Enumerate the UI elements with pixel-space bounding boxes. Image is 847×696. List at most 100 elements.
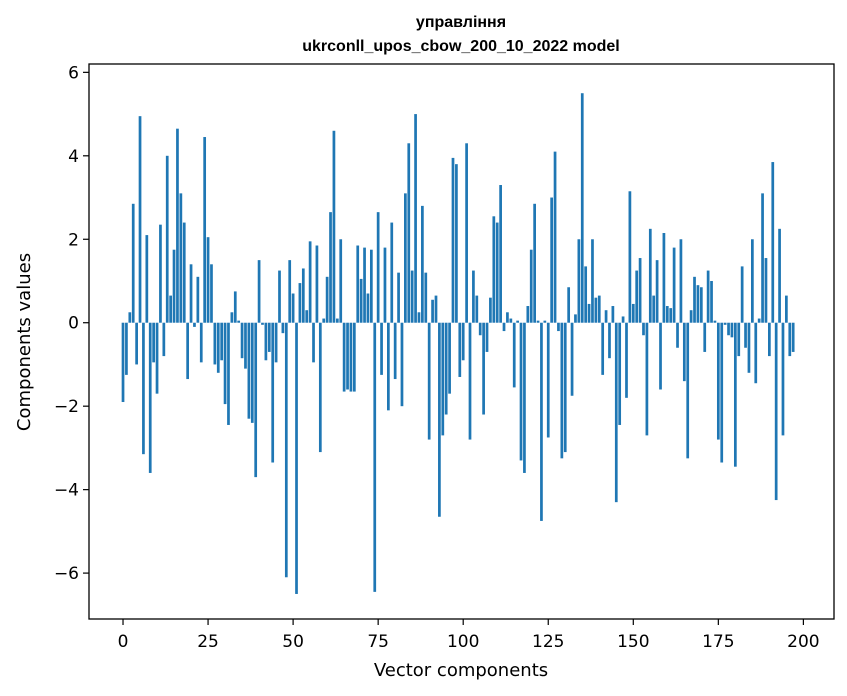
bar: [574, 314, 577, 323]
x-tick-label: 25: [197, 632, 219, 652]
bar: [502, 322, 506, 332]
bar: [727, 322, 730, 336]
bar: [281, 322, 285, 334]
bar: [523, 322, 526, 473]
bar: [312, 322, 315, 363]
bar: [145, 235, 149, 323]
bar: [376, 212, 380, 323]
x-tick-label: 100: [447, 632, 479, 652]
bar: [519, 322, 523, 461]
bar: [339, 239, 343, 323]
y-axis-label: Components values: [14, 253, 35, 431]
bar: [189, 264, 193, 323]
bar: [264, 322, 268, 361]
x-tick-label: 75: [367, 632, 389, 652]
y-tick-label: −4: [54, 481, 79, 501]
bar: [628, 191, 632, 323]
x-tick-label: 150: [617, 632, 649, 652]
bar: [165, 155, 169, 323]
bar: [237, 320, 241, 323]
bar: [475, 295, 479, 323]
bar: [318, 322, 322, 453]
bar: [618, 322, 622, 425]
bar: [761, 193, 764, 323]
bar: [468, 322, 472, 440]
bar: [665, 306, 669, 323]
y-tick-label: 0: [68, 314, 79, 334]
bar: [250, 322, 254, 423]
y-tick-label: 4: [68, 147, 79, 167]
bar: [332, 130, 336, 323]
bar: [267, 322, 271, 352]
bar: [159, 224, 162, 323]
bar: [128, 312, 132, 323]
bar: [754, 322, 758, 384]
bar: [560, 322, 564, 459]
bar: [152, 322, 155, 363]
bar: [672, 247, 676, 323]
bar: [363, 247, 366, 323]
bar: [485, 322, 489, 352]
bar: [369, 249, 373, 323]
bar: [747, 322, 751, 373]
y-tick-label: −6: [54, 564, 79, 584]
x-axis-label: Vector components: [374, 660, 548, 681]
chart-title-line-1: управління: [416, 14, 506, 31]
bar: [387, 322, 390, 411]
y-tick-label: 6: [68, 63, 79, 83]
bar: [410, 270, 414, 323]
bar: [693, 276, 696, 323]
bar: [791, 322, 795, 352]
bar: [529, 249, 533, 323]
bar: [720, 322, 724, 463]
bar: [635, 270, 639, 323]
bar: [533, 203, 536, 323]
bar: [438, 322, 441, 517]
bar: [240, 322, 244, 359]
bar: [216, 322, 220, 373]
bar: [308, 241, 312, 323]
bar: [315, 245, 319, 323]
y-tick-label: −2: [54, 397, 79, 417]
x-tick-label: 175: [702, 632, 734, 652]
bar: [703, 322, 707, 352]
bar: [597, 295, 601, 323]
bar: [570, 322, 574, 396]
bar: [162, 322, 166, 357]
bar: [138, 116, 142, 323]
bar: [689, 310, 693, 323]
x-tick-label: 50: [282, 632, 304, 652]
bar: [244, 322, 247, 369]
bar: [768, 322, 771, 357]
bar: [751, 239, 754, 323]
bar: [587, 303, 591, 323]
bar: [155, 322, 159, 394]
bar: [757, 318, 761, 323]
bar: [125, 322, 128, 375]
bar: [448, 322, 451, 394]
bar: [254, 322, 258, 478]
bar: [461, 322, 465, 361]
bar: [659, 322, 662, 390]
bar: [495, 222, 499, 323]
bar: [540, 322, 543, 521]
bar: [135, 322, 138, 365]
bar: [740, 266, 744, 323]
bars-group: [121, 93, 795, 594]
bar: [713, 320, 717, 323]
bar: [227, 322, 230, 425]
bar: [278, 270, 281, 323]
bar: [182, 222, 186, 323]
bar: [301, 268, 305, 323]
bar: [417, 312, 421, 323]
bar: [424, 272, 428, 323]
bar: [233, 291, 237, 323]
bar: [441, 322, 445, 436]
bar: [380, 322, 383, 375]
bar: [669, 308, 673, 323]
bar: [557, 322, 560, 332]
bar: [679, 239, 683, 323]
bar: [730, 322, 734, 338]
bar: [733, 322, 737, 467]
bar: [291, 293, 295, 323]
